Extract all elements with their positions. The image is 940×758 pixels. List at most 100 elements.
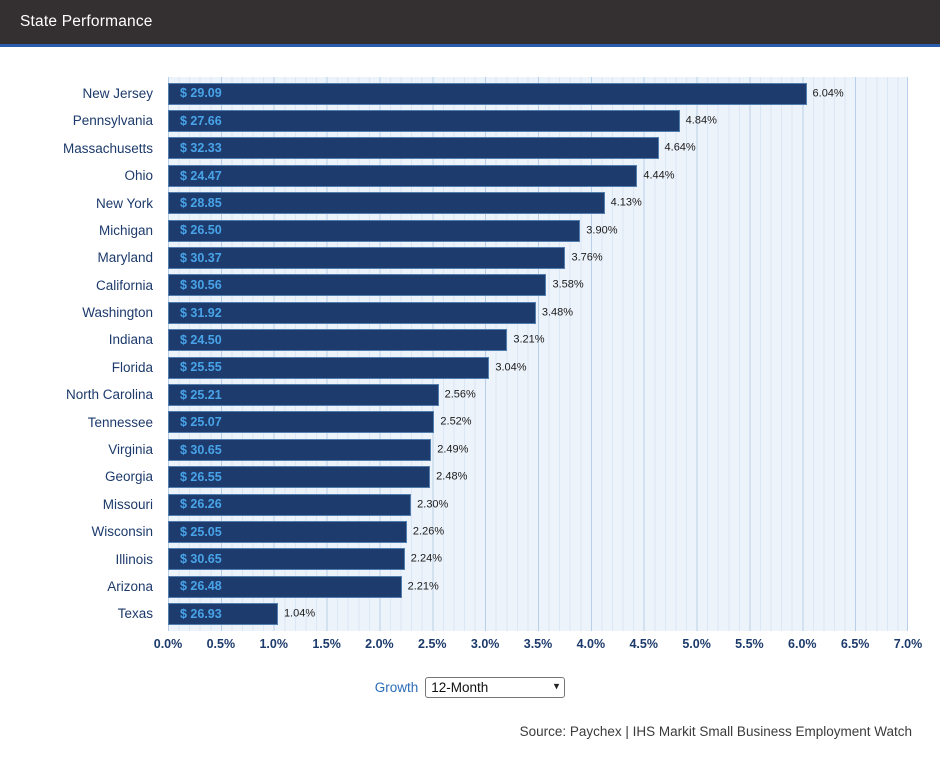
bar-track: $ 30.65 2.24% [168,548,908,571]
bar-growth-label: 4.44% [643,169,675,182]
bar-track: $ 25.21 2.56% [168,383,908,406]
growth-label: Growth [374,679,419,695]
state-label: New Jersey [82,85,153,101]
state-label: Wisconsin [91,524,153,540]
bar-earnings-label: $ 25.05 [180,524,222,539]
x-axis-tick: 5.5% [735,636,764,651]
bar-earnings-label: $ 27.66 [180,113,222,128]
state-label: New York [95,195,153,211]
x-axis-tick: 0.0% [153,636,183,651]
chart-row: Illinois $ 30.65 2.24% [0,546,940,573]
chart-row: Virginia $ 30.65 2.49% [0,436,940,463]
x-axis-tick: 2.5% [418,636,447,651]
earnings-bar[interactable]: $ 26.93 [168,603,278,626]
bar-earnings-label: $ 30.37 [180,250,222,265]
x-axis-tick: 1.0% [259,636,288,651]
state-performance-chart: New Jersey $ 29.09 6.04% Pennsylvania $ 27.6… [0,77,940,653]
state-label: Maryland [97,250,153,266]
chart-row: New York $ 28.85 4.13% [0,190,940,217]
bar-earnings-label: $ 28.85 [180,196,222,210]
page-title: State Performance [20,13,153,30]
earnings-bar[interactable]: $ 26.55 [168,466,431,489]
bar-growth-label: 2.52% [440,415,472,428]
bar-track: $ 30.56 3.58% [168,274,908,297]
chart-row: Tennessee $ 25.07 2.52% [0,409,940,436]
bar-track: $ 30.65 2.49% [168,438,908,461]
state-label: Washington [82,305,153,321]
state-label: Indiana [108,332,153,348]
state-label: Missouri [102,496,153,512]
bar-growth-label: 3.90% [586,224,618,237]
growth-select[interactable]: 12-Month [425,676,566,698]
earnings-bar[interactable]: $ 25.21 [168,383,439,406]
earnings-bar[interactable]: $ 30.56 [168,274,547,297]
state-label: Florida [111,359,153,375]
bar-growth-label: 4.64% [664,141,696,154]
chart-rows: New Jersey $ 29.09 6.04% Pennsylvania $ 27.6… [0,77,940,631]
earnings-bar[interactable]: $ 30.65 [168,438,432,461]
growth-select-wrap: 12-Month ▾ [425,676,566,698]
chart-row: Pennsylvania $ 27.66 4.84% [0,107,940,134]
bar-growth-label: 4.13% [610,196,642,209]
state-label: Arizona [107,578,153,594]
bar-earnings-label: $ 24.50 [180,332,222,347]
x-axis-tick: 3.5% [523,636,553,651]
bar-track: $ 26.26 2.30% [168,493,908,516]
bar-earnings-label: $ 24.47 [180,168,222,183]
bar-earnings-label: $ 29.09 [180,86,222,101]
chart-row: Arizona $ 26.48 2.21% [0,573,940,600]
bar-track: $ 24.47 4.44% [168,164,908,187]
x-axis-tick: 0.5% [206,636,236,651]
bar-track: $ 32.33 4.64% [168,137,908,160]
bar-earnings-label: $ 25.21 [180,387,222,402]
earnings-bar[interactable]: $ 24.50 [168,329,508,352]
earnings-bar[interactable]: $ 26.48 [168,575,402,598]
bar-earnings-label: $ 26.26 [180,497,222,512]
bar-track: $ 25.55 3.04% [168,356,908,379]
bar-growth-label: 6.04% [812,87,844,100]
bar-earnings-label: $ 26.55 [180,469,222,484]
earnings-bar[interactable]: $ 32.33 [168,137,659,160]
earnings-bar[interactable]: $ 25.07 [168,411,435,434]
earnings-bar[interactable]: $ 26.50 [168,219,581,242]
state-label: Ohio [124,168,153,184]
bar-growth-label: 2.24% [410,552,442,565]
earnings-bar[interactable]: $ 25.55 [168,356,490,379]
bar-earnings-label: $ 30.65 [180,442,222,457]
earnings-bar[interactable]: $ 31.92 [168,301,536,324]
x-axis-tick: 3.0% [470,636,500,651]
earnings-bar[interactable]: $ 24.47 [168,164,638,187]
x-axis-tick: 2.0% [365,636,394,651]
x-axis-tick: 6.5% [840,636,870,651]
chart-row: Florida $ 25.55 3.04% [0,354,940,381]
earnings-bar[interactable]: $ 27.66 [168,110,680,133]
earnings-bar[interactable]: $ 25.05 [168,520,407,543]
x-axis-tick: 5.0% [682,636,711,651]
chart-row: Texas $ 26.93 1.04% [0,600,940,627]
earnings-bar[interactable]: $ 26.26 [168,493,412,516]
chart-row: Washington $ 31.92 3.48% [0,299,940,326]
earnings-bar[interactable]: $ 28.85 [168,192,605,215]
bar-growth-label: 3.48% [541,306,574,319]
earnings-bar[interactable]: $ 29.09 [168,82,807,105]
bar-earnings-label: $ 26.50 [180,223,222,238]
bar-earnings-label: $ 25.55 [180,360,222,375]
source-attribution: Source: Paychex | IHS Markit Small Busin… [519,723,912,739]
bar-track: $ 26.93 1.04% [168,603,908,626]
earnings-bar[interactable]: $ 30.65 [168,548,405,571]
bar-earnings-label: $ 32.33 [180,141,222,156]
chart-row: Georgia $ 26.55 2.48% [0,463,940,490]
state-label: Tennessee [87,414,153,430]
bar-earnings-label: $ 25.07 [180,415,222,430]
earnings-bar[interactable]: $ 30.37 [168,247,566,270]
chart-row: Missouri $ 26.26 2.30% [0,491,940,518]
bar-track: $ 26.55 2.48% [168,466,908,489]
bar-track: $ 28.85 4.13% [168,192,908,215]
chart-row: California $ 30.56 3.58% [0,272,940,299]
bar-track: $ 25.05 2.26% [168,520,908,543]
chart-row: Massachusetts $ 32.33 4.64% [0,135,940,162]
bar-growth-label: 3.76% [571,251,603,264]
state-label: Michigan [98,222,153,238]
state-label: Massachusetts [62,140,153,156]
x-axis-tick: 7.0% [893,636,923,651]
